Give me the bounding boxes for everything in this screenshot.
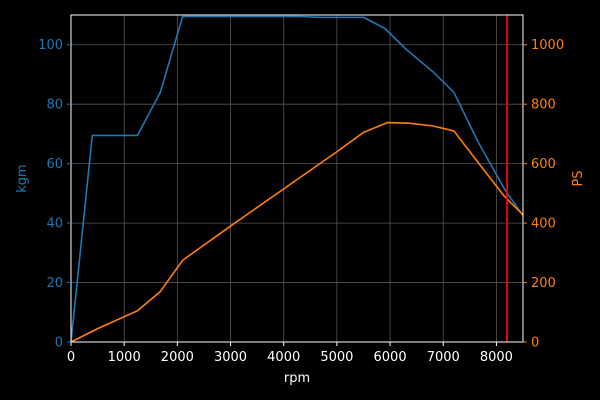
left-tick-label-2: 40 [46,217,63,232]
left-tick-label-4: 80 [46,98,63,113]
left-tick-label-3: 60 [46,157,63,172]
right-tick-label-3: 600 [531,157,556,172]
right-tick-label-0: 0 [531,336,539,351]
x-tick-label-1: 1000 [108,350,141,365]
x-tick-label-6: 6000 [374,350,407,365]
right-tick-label-1: 200 [531,276,556,291]
plot-frame [70,14,524,343]
right-tick-label-4: 800 [531,98,556,113]
left-tick-label-5: 100 [38,38,63,53]
x-tick-label-7: 7000 [427,350,460,365]
x-axis-title: rpm [284,371,310,386]
x-tick-label-5: 5000 [320,350,353,365]
right-axis-title: PS [571,170,586,186]
left-tick-label-0: 0 [55,336,63,351]
left-axis-title: kgm [15,164,30,192]
left-tick-label-1: 20 [46,276,63,291]
x-tick-label-8: 8000 [480,350,513,365]
right-tick-label-5: 1000 [531,38,564,53]
series-line-left [70,15,524,343]
x-tick-label-4: 4000 [267,350,300,365]
right-tick-label-2: 400 [531,217,556,232]
x-tick-label-3: 3000 [214,350,247,365]
x-tick-label-0: 0 [67,350,75,365]
x-tick-label-2: 2000 [161,350,194,365]
series-line-right [70,121,524,343]
